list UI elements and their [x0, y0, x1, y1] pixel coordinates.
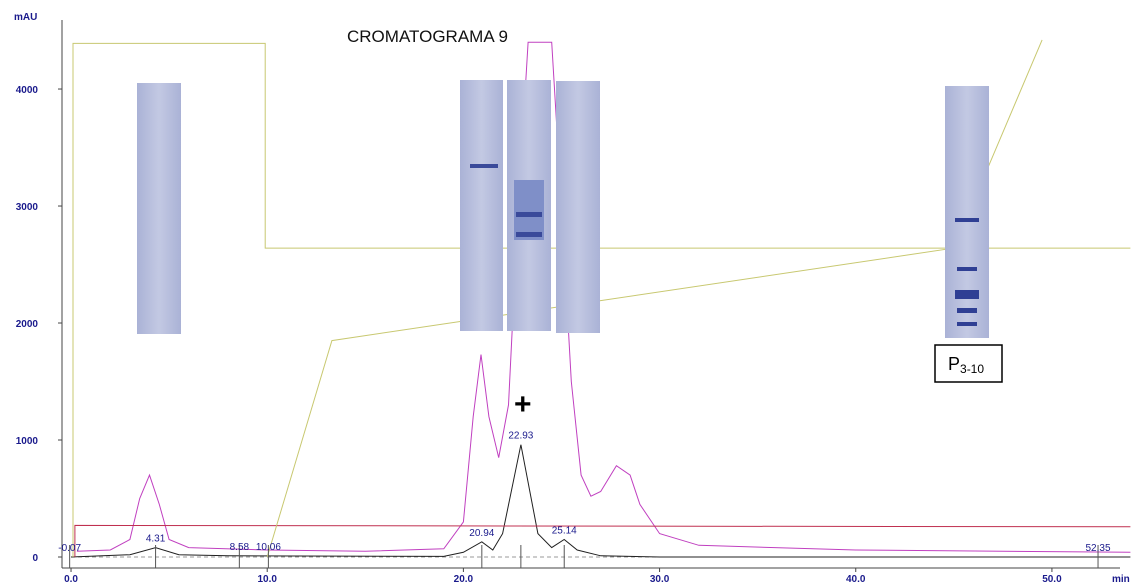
y-tick-label: 1000	[16, 436, 39, 447]
gel-band	[957, 322, 977, 326]
chart: 0 1000 2000 3000 4000 0.0 10.0 20.0 30.0 40.0 50.0…	[0, 0, 1133, 586]
gel-band	[955, 290, 979, 299]
trace	[267, 40, 1042, 557]
chart-title: CROMATOGRAMA 9	[347, 27, 508, 46]
x-tick-label: 20.0	[454, 574, 474, 585]
gel-lane	[137, 83, 181, 334]
x-tick-label: 40.0	[846, 574, 866, 585]
gel-band	[957, 267, 977, 271]
gel-band	[957, 308, 977, 313]
x-tick-label: 0.0	[64, 574, 78, 585]
y-axis-label: mAU	[14, 12, 37, 23]
gel-lane	[945, 86, 989, 338]
peak-label: 22.93	[508, 431, 533, 442]
peak-label: 10.06	[256, 542, 281, 553]
gel-lane	[556, 81, 600, 333]
peak-label: 25.14	[552, 525, 577, 536]
x-tick-label: 10.0	[257, 574, 277, 585]
gel-band	[516, 212, 542, 217]
gel-band	[955, 218, 979, 222]
peak-label: -0.07	[58, 543, 81, 554]
gel-band	[470, 164, 498, 168]
annotation: +	[514, 388, 532, 421]
fraction-sub: 3-10	[960, 362, 984, 376]
y-tick-label: 2000	[16, 319, 39, 330]
fraction-main: P	[948, 354, 960, 374]
trace	[71, 445, 1130, 557]
x-tick-label: 50.0	[1042, 574, 1062, 585]
peak-label: 20.94	[469, 528, 494, 539]
gel-lane	[460, 80, 503, 331]
peak-label: 52.35	[1086, 543, 1111, 554]
y-tick-label: 4000	[16, 85, 39, 96]
gel-images	[137, 80, 1002, 382]
y-tick-label: 0	[32, 553, 38, 564]
x-axis-label: min	[1112, 574, 1130, 585]
peak-label: 8.58	[230, 542, 250, 553]
gel-smear	[514, 180, 544, 240]
x-tick-label: 30.0	[650, 574, 670, 585]
peak-label: 4.31	[146, 534, 166, 545]
gel-band	[516, 232, 542, 237]
y-tick-label: 3000	[16, 202, 39, 213]
